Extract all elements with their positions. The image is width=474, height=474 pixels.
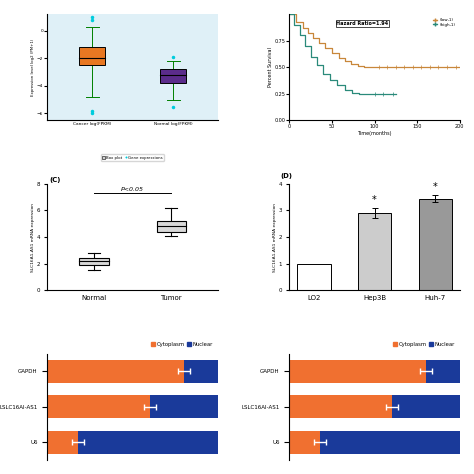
Bar [289, 395, 392, 418]
Bar [289, 360, 426, 383]
Text: (D): (D) [281, 173, 292, 179]
Bar [358, 213, 391, 290]
Bar [78, 430, 218, 454]
Polygon shape [79, 47, 105, 65]
Y-axis label: SLC16A1-AS1 mRNA expression: SLC16A1-AS1 mRNA expression [273, 202, 277, 272]
Bar [47, 395, 150, 418]
Bar [150, 395, 218, 418]
Text: *: * [372, 195, 377, 205]
Polygon shape [79, 258, 109, 265]
Y-axis label: SLC16A1-AS1 mRNA expression: SLC16A1-AS1 mRNA expression [31, 202, 35, 272]
Y-axis label: Percent Survival: Percent Survival [268, 47, 273, 87]
Text: *: * [433, 182, 438, 191]
Bar [320, 430, 460, 454]
Bar [419, 199, 452, 290]
Legend: (low,1), (high,1): (low,1), (high,1) [431, 16, 458, 28]
Bar [289, 430, 320, 454]
Y-axis label: Expression level log2 (PM+1): Expression level log2 (PM+1) [31, 38, 36, 96]
X-axis label: Time(months): Time(months) [357, 131, 392, 136]
Legend: Cytoplasm, Nuclear: Cytoplasm, Nuclear [149, 340, 215, 349]
Polygon shape [156, 221, 186, 232]
Text: Hazard Ratio=1.94: Hazard Ratio=1.94 [336, 21, 388, 26]
Bar [184, 360, 218, 383]
Bar [426, 360, 460, 383]
Bar [47, 430, 78, 454]
Polygon shape [160, 69, 186, 83]
Legend: Box plot, Gene expressions: Box plot, Gene expressions [101, 155, 164, 161]
Bar [47, 360, 184, 383]
Bar [392, 395, 460, 418]
Legend: Cytoplasm, Nuclear: Cytoplasm, Nuclear [391, 340, 457, 349]
Text: P<0.05: P<0.05 [121, 187, 144, 192]
Bar [297, 264, 330, 290]
Text: (C): (C) [49, 177, 60, 183]
